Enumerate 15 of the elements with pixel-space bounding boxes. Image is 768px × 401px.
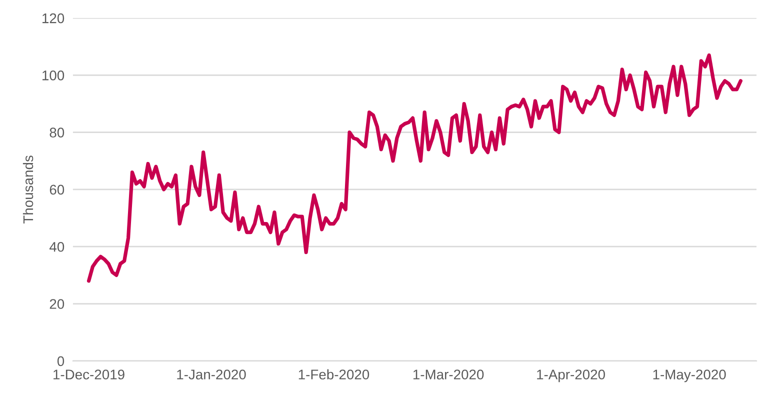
y-tick-label: 60 — [50, 184, 64, 195]
y-tick-label: 40 — [50, 242, 64, 252]
y-tick-label: 120 — [42, 13, 64, 24]
y-tick-label: 0 — [57, 356, 64, 366]
y-tick-label: 20 — [50, 299, 64, 309]
x-tick-label: 1-Jan-2020 — [177, 370, 246, 380]
x-tick-label: 1-Mar-2020 — [413, 370, 484, 380]
y-tick-label: 80 — [50, 128, 64, 138]
line-series — [86, 53, 742, 283]
x-tick-label: 1-Feb-2020 — [298, 369, 370, 380]
x-tick-label: 1-May-2020 — [653, 370, 726, 382]
x-tick-label: 1-Dec-2019 — [54, 370, 124, 380]
y-tick-label: 100 — [42, 70, 64, 80]
y-axis-title: Thousands — [22, 156, 34, 224]
x-tick-label: 1-Apr-2020 — [537, 370, 605, 382]
